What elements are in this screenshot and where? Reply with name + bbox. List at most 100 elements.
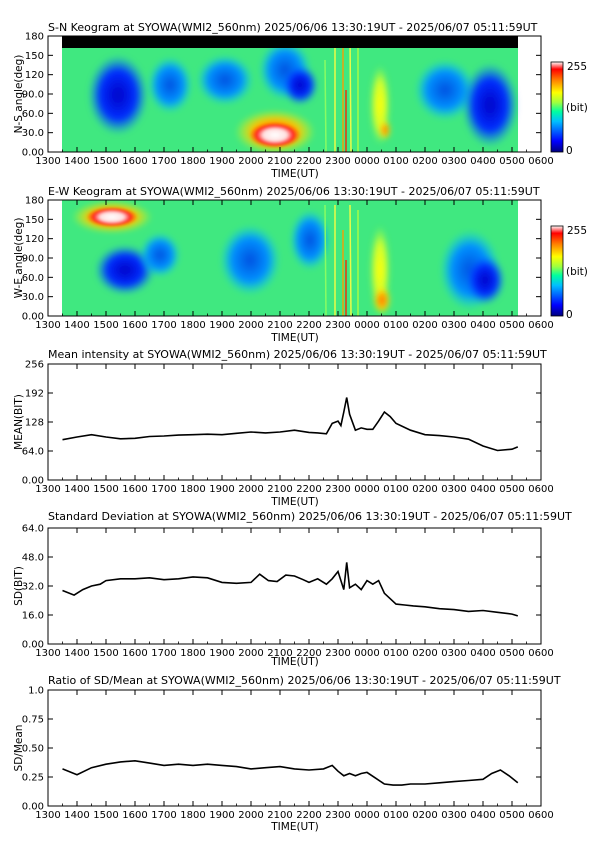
ew-keogram-title: E-W Keogram at SYOWA(WMI2_560nm) 2025/06… bbox=[48, 185, 540, 198]
ew-keogram-image bbox=[62, 200, 518, 316]
x-tick-label: 1400 bbox=[64, 320, 89, 331]
x-tick-label: 2300 bbox=[325, 810, 350, 821]
colorbar-max-label: 255 bbox=[567, 225, 587, 237]
x-tick-label: 2000 bbox=[238, 484, 263, 495]
y-tick-label: 0.00 bbox=[22, 640, 44, 651]
x-tick-label: 1300 bbox=[35, 810, 60, 821]
x-tick-label: 1500 bbox=[93, 484, 118, 495]
x-tick-label: 2000 bbox=[238, 648, 263, 659]
x-tick-label: 1700 bbox=[151, 484, 176, 495]
x-tick-label: 2100 bbox=[267, 320, 292, 331]
x-tick-label: 0300 bbox=[441, 320, 466, 331]
y-tick-label: 32.0 bbox=[22, 582, 44, 593]
y-tick-label: 30.0 bbox=[22, 128, 44, 139]
ratio-xlabel: TIME(UT) bbox=[270, 821, 319, 833]
x-tick-label: 0000 bbox=[354, 484, 379, 495]
x-tick-label: 0500 bbox=[499, 810, 524, 821]
x-tick-label: 1300 bbox=[35, 320, 60, 331]
colorbar-min-label: 0 bbox=[566, 145, 573, 157]
x-tick-label: 0500 bbox=[499, 484, 524, 495]
ratio-panel: Ratio of SD/Mean at SYOWA(WMI2_560nm) 20… bbox=[13, 674, 561, 833]
x-tick-label: 1600 bbox=[122, 484, 147, 495]
x-tick-label: 0600 bbox=[528, 156, 553, 167]
ratio-series-line bbox=[62, 759, 519, 786]
x-tick-label: 0000 bbox=[354, 648, 379, 659]
x-tick-label: 2100 bbox=[267, 156, 292, 167]
x-tick-label: 0600 bbox=[528, 484, 553, 495]
x-tick-label: 2200 bbox=[296, 484, 321, 495]
x-tick-label: 1400 bbox=[64, 648, 89, 659]
ew-keogram-panel: E-W Keogram at SYOWA(WMI2_560nm) 2025/06… bbox=[13, 185, 588, 344]
x-tick-label: 1500 bbox=[93, 648, 118, 659]
sd-xlabel: TIME(UT) bbox=[270, 656, 319, 668]
colorbar-min-label: 0 bbox=[566, 309, 573, 321]
sd-ylabel: SD(BIT) bbox=[13, 566, 25, 606]
sn-keogram-ylabel: N-S angle(deg) bbox=[13, 55, 25, 134]
x-tick-label: 2100 bbox=[267, 648, 292, 659]
y-tick-label: 0.50 bbox=[22, 744, 44, 755]
x-tick-label: 0400 bbox=[470, 648, 495, 659]
sn-keogram-colorbar: 255 (bit) 0 bbox=[550, 61, 588, 157]
x-tick-label: 0600 bbox=[528, 810, 553, 821]
y-tick-label: 180 bbox=[25, 32, 44, 43]
y-tick-label: 90.0 bbox=[22, 254, 44, 265]
y-tick-label: 150 bbox=[25, 51, 44, 62]
y-tick-label: 120 bbox=[25, 234, 44, 245]
sn-keogram-xlabel: TIME(UT) bbox=[270, 168, 319, 180]
x-tick-label: 0100 bbox=[383, 320, 408, 331]
x-tick-label: 1800 bbox=[180, 648, 205, 659]
y-tick-label: 60.0 bbox=[22, 273, 44, 284]
x-tick-label: 0300 bbox=[441, 648, 466, 659]
y-tick-label: 128 bbox=[25, 418, 44, 429]
x-tick-label: 2100 bbox=[267, 484, 292, 495]
x-tick-label: 0400 bbox=[470, 156, 495, 167]
ew-keogram-xlabel: TIME(UT) bbox=[270, 332, 319, 344]
x-tick-label: 1700 bbox=[151, 156, 176, 167]
x-tick-label: 0000 bbox=[354, 156, 379, 167]
x-tick-label: 0500 bbox=[499, 648, 524, 659]
x-tick-label: 0300 bbox=[441, 484, 466, 495]
x-tick-label: 2000 bbox=[238, 810, 263, 821]
y-tick-label: 0.00 bbox=[22, 148, 44, 159]
sd-series-line bbox=[62, 562, 519, 617]
x-tick-label: 1600 bbox=[122, 810, 147, 821]
sd-axes: 1300 1400 1500 1600 1700 1800 1900 2000 2100 2200… bbox=[22, 524, 554, 660]
mean-title: Mean intensity at SYOWA(WMI2_560nm) 2025… bbox=[48, 348, 547, 361]
x-tick-label: 0500 bbox=[499, 156, 524, 167]
ratio-ylabel: SD/Mean bbox=[13, 725, 25, 772]
x-tick-label: 0200 bbox=[412, 320, 437, 331]
mean-axes: 1300 1400 1500 1600 1700 1800 1900 2000 2100 2200… bbox=[22, 360, 554, 496]
y-tick-label: 0.00 bbox=[22, 312, 44, 323]
x-tick-label: 1900 bbox=[209, 320, 234, 331]
x-tick-label: 1400 bbox=[64, 810, 89, 821]
x-tick-label: 2200 bbox=[296, 810, 321, 821]
y-tick-label: 0.25 bbox=[22, 773, 44, 784]
x-tick-label: 2300 bbox=[325, 484, 350, 495]
x-tick-label: 1700 bbox=[151, 320, 176, 331]
x-tick-label: 1300 bbox=[35, 484, 60, 495]
ew-keogram-ylabel: W-E angle(deg) bbox=[13, 218, 25, 299]
y-tick-label: 16.0 bbox=[22, 611, 44, 622]
y-tick-label: 30.0 bbox=[22, 292, 44, 303]
y-tick-label: 0.00 bbox=[22, 476, 44, 487]
x-tick-label: 1600 bbox=[122, 320, 147, 331]
x-tick-label: 1700 bbox=[151, 810, 176, 821]
x-tick-label: 2300 bbox=[325, 156, 350, 167]
ew-keogram-colorbar: 255 (bit) 0 bbox=[550, 225, 588, 321]
y-tick-label: 0.75 bbox=[22, 715, 44, 726]
x-tick-label: 1800 bbox=[180, 484, 205, 495]
mean-intensity-panel: Mean intensity at SYOWA(WMI2_560nm) 2025… bbox=[13, 348, 554, 508]
x-tick-label: 2300 bbox=[325, 648, 350, 659]
ew-keogram-axes: 1300 1400 1500 1600 1700 1800 1900 2000 2100 2200… bbox=[22, 196, 554, 332]
x-tick-label: 2000 bbox=[238, 320, 263, 331]
x-tick-label: 1700 bbox=[151, 648, 176, 659]
colorbar-unit-label: (bit) bbox=[566, 102, 588, 114]
x-tick-label: 0600 bbox=[528, 320, 553, 331]
x-tick-label: 0200 bbox=[412, 810, 437, 821]
colorbar-max-label: 255 bbox=[567, 61, 587, 73]
x-tick-label: 1900 bbox=[209, 484, 234, 495]
y-tick-label: 64.0 bbox=[22, 524, 44, 535]
x-tick-label: 1400 bbox=[64, 156, 89, 167]
x-tick-label: 0100 bbox=[383, 810, 408, 821]
